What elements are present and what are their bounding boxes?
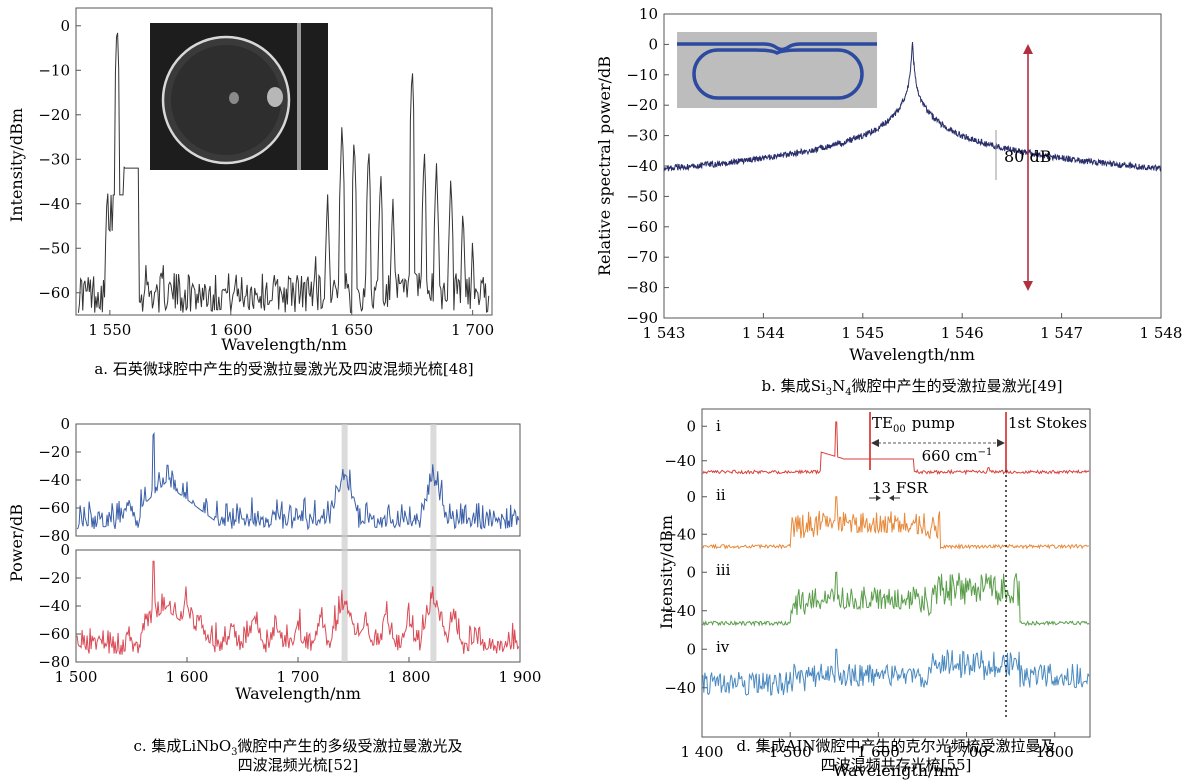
panel-b-ylabel: Relative spectral power/dB bbox=[595, 56, 614, 276]
panel-c-highlight-band bbox=[342, 424, 348, 662]
panel-c-ylabel: Power/dB bbox=[7, 504, 26, 582]
ytick-label: 0 bbox=[60, 415, 70, 433]
ytick-label: −10 bbox=[626, 66, 658, 84]
ytick-label: −40 bbox=[626, 157, 658, 175]
xtick-label: 1 900 bbox=[499, 668, 542, 686]
ytick-label: 0 bbox=[686, 488, 696, 506]
panel-c-xlabel: Wavelength/nm bbox=[235, 684, 361, 703]
ytick-label: −70 bbox=[626, 248, 658, 266]
panel-d-ylabel: Intensity/dBm bbox=[657, 515, 676, 629]
ytick-label: −80 bbox=[626, 279, 658, 297]
ytick-label: −50 bbox=[626, 187, 658, 205]
ytick-label: −40 bbox=[38, 471, 70, 489]
ytick-label: −20 bbox=[626, 96, 658, 114]
panel-c-highlight-band bbox=[430, 424, 436, 662]
panel-b-xlabel: Wavelength/nm bbox=[849, 345, 975, 364]
ytick-label: 0 bbox=[686, 640, 696, 658]
ytick-label: −60 bbox=[38, 499, 70, 517]
xtick-label: 1 544 bbox=[742, 324, 785, 342]
panel-d-shift-label: 660 cm−1 bbox=[922, 447, 993, 465]
ytick-label: −30 bbox=[626, 127, 658, 145]
panel-d-caption-line1: d. 集成AIN微腔中产生的克尔光频梳受激拉曼及 bbox=[736, 737, 1055, 755]
xtick-label: 1 800 bbox=[388, 668, 431, 686]
ytick-label: −50 bbox=[38, 239, 70, 257]
panel-c-caption-line2: 四波混频光梳[52] bbox=[238, 756, 359, 774]
xtick-label: 1 600 bbox=[166, 668, 209, 686]
ytick-label: −20 bbox=[38, 569, 70, 587]
xtick-label: 1 546 bbox=[941, 324, 984, 342]
ytick-label: −40 bbox=[664, 679, 696, 697]
ytick-label: 0 bbox=[60, 17, 70, 35]
panel-d-caption-line2: 四波混频共存光梳[55] bbox=[821, 756, 972, 774]
ytick-label: −60 bbox=[626, 218, 658, 236]
panel-c-spectrum-red bbox=[77, 561, 519, 655]
panel-c-blue-line bbox=[77, 434, 519, 529]
xtick-label: 1 543 bbox=[643, 324, 686, 342]
panel-a-caption: a. 石英微球腔中产生的受激拉曼激光及四波混频光梳[48] bbox=[94, 360, 473, 378]
xtick-label: 1 548 bbox=[1140, 324, 1183, 342]
panel-d-series-label: iv bbox=[716, 638, 730, 656]
panel-c-bottom-frame bbox=[76, 550, 520, 662]
ytick-label: −20 bbox=[38, 106, 70, 124]
xtick-label: 1 550 bbox=[88, 321, 131, 339]
panel-b-caption: b. 集成Si3N4微腔中产生的受激拉曼激光[49] bbox=[762, 377, 1063, 398]
panel-a-ylabel: Intensity/dBm bbox=[7, 108, 26, 222]
panel-a-inset-microsphere-image bbox=[150, 23, 328, 170]
panel-c-caption-line1: c. 集成LiNbO3微腔中产生的多级受激拉曼激光及 bbox=[133, 737, 462, 758]
panel-d-fsr-label: 13 FSR bbox=[872, 479, 929, 497]
panel-b-annotation-80db: 80 dB bbox=[1004, 147, 1051, 166]
xtick-label: 1 400 bbox=[681, 743, 724, 761]
panel-d-series-label: iii bbox=[716, 561, 731, 579]
panel-d-spectrum-ii bbox=[703, 497, 1089, 549]
panel-d-stokes-label: 1st Stokes bbox=[1008, 414, 1087, 432]
panel-b-inset-racetrack-resonator bbox=[677, 32, 877, 108]
ytick-label: 0 bbox=[60, 541, 70, 559]
panel-d-spectrum-iii bbox=[703, 572, 1089, 625]
xtick-label: 1 700 bbox=[451, 321, 494, 339]
xtick-label: 1 545 bbox=[841, 324, 884, 342]
ytick-label: 0 bbox=[648, 35, 658, 53]
panel-d-spectrum-iv bbox=[703, 649, 1089, 695]
ytick-label: −10 bbox=[38, 61, 70, 79]
ytick-label: −40 bbox=[664, 452, 696, 470]
panel-d-spectra bbox=[703, 422, 1089, 695]
ytick-label: 0 bbox=[686, 563, 696, 581]
panel-d-series-label: ii bbox=[716, 486, 726, 504]
ytick-label: 0 bbox=[686, 417, 696, 435]
ytick-label: −40 bbox=[38, 195, 70, 213]
ytick-label: −60 bbox=[38, 625, 70, 643]
xtick-label: 1 500 bbox=[55, 668, 98, 686]
panel-b-80db-arrow bbox=[996, 44, 1033, 291]
ytick-label: −20 bbox=[38, 443, 70, 461]
panel-d-series-label: i bbox=[716, 417, 721, 435]
panel-a-xlabel: Wavelength/nm bbox=[221, 335, 347, 354]
ytick-label: −60 bbox=[38, 284, 70, 302]
xtick-label: 1 547 bbox=[1040, 324, 1083, 342]
panel-c-spectrum-blue bbox=[77, 434, 519, 529]
ytick-label: −30 bbox=[38, 150, 70, 168]
ytick-label: −40 bbox=[38, 597, 70, 615]
ytick-label: 10 bbox=[639, 5, 658, 23]
panel-c-red-line bbox=[77, 561, 519, 655]
